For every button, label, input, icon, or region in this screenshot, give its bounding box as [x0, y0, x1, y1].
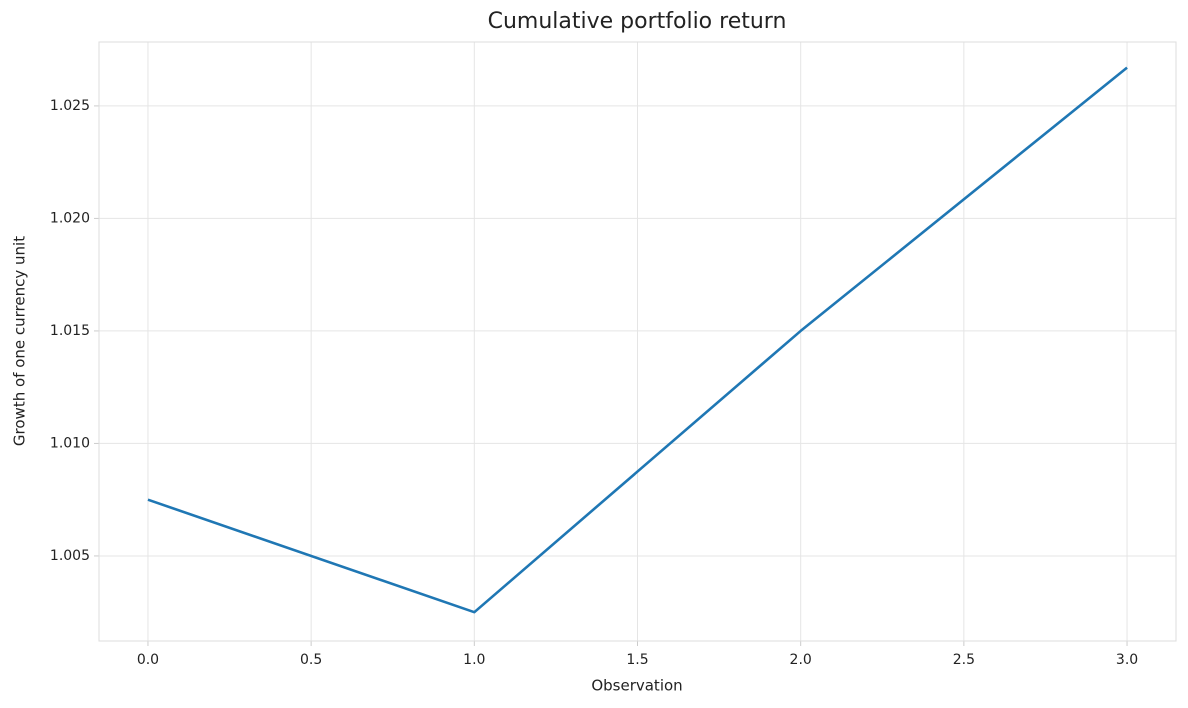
y-axis-label: Growth of one currency unit: [11, 236, 29, 446]
y-tick-label: 1.010: [50, 435, 90, 451]
x-tick-label: 0.0: [137, 652, 159, 668]
y-tick-label: 1.005: [50, 548, 90, 564]
x-axis-label: Observation: [591, 677, 682, 695]
x-tick-label: 1.0: [463, 652, 485, 668]
x-tick-label: 3.0: [1116, 652, 1138, 668]
line: [147, 66, 1128, 614]
chart-title: Cumulative portfolio return: [488, 9, 787, 34]
x-tick-label: 1.5: [626, 652, 648, 668]
y-tick-label: 1.015: [50, 323, 90, 339]
y-tick-label: 1.025: [50, 98, 90, 114]
plot-frame: [98, 41, 1177, 642]
x-tick-label: 2.5: [953, 652, 975, 668]
x-tick-label: 0.5: [300, 652, 322, 668]
x-tick-label: 2.0: [790, 652, 812, 668]
y-tick-label: 1.020: [50, 210, 90, 226]
